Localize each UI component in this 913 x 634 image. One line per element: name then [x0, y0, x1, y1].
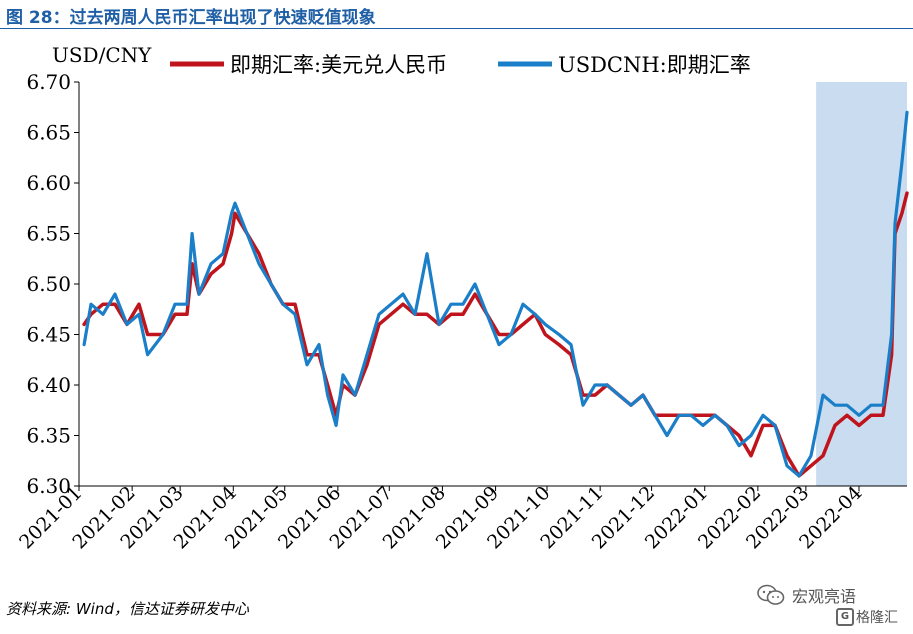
y-tick-label: 6.30 [26, 474, 71, 498]
y-axis-label: USD/CNY [52, 43, 152, 67]
axis-layer: 6.30 6.35 6.40 6.45 6.50 6.55 6.60 6.65 6.70 USD/… [15, 43, 907, 553]
series-line-usdcnh [82, 110, 909, 478]
y-tick-label: 6.35 [26, 424, 71, 448]
y-tick-label: 6.45 [26, 323, 71, 347]
wechat-icon [757, 584, 785, 605]
gelonghui-logo: G 格隆汇 [836, 607, 898, 627]
figure-title: 图 28：过去两周人民币汇率出现了快速贬值现象 [6, 8, 376, 28]
watermark-text: 宏观亮语 [792, 587, 857, 606]
legend: 即期汇率:美元兑人民币 USDCNH:即期汇率 [170, 53, 751, 77]
legend-label: USDCNH:即期汇率 [558, 53, 751, 77]
y-tick-label: 6.70 [26, 70, 71, 94]
logo-text: 格隆汇 [856, 610, 898, 626]
source-note: 资料来源: Wind，信达证券研发中心 [6, 600, 249, 618]
watermark: 宏观亮语 [756, 583, 856, 607]
logo-icon: G [836, 608, 854, 626]
y-tick-label: 6.65 [26, 121, 71, 145]
y-tick-label: 6.40 [26, 373, 71, 397]
title-underline [0, 28, 913, 29]
legend-label: 即期汇率:美元兑人民币 [230, 53, 447, 77]
series-layer [82, 110, 909, 478]
y-tick-label: 6.55 [26, 222, 71, 246]
y-tick-label: 6.60 [26, 171, 71, 195]
y-tick-label: 6.50 [26, 272, 71, 296]
